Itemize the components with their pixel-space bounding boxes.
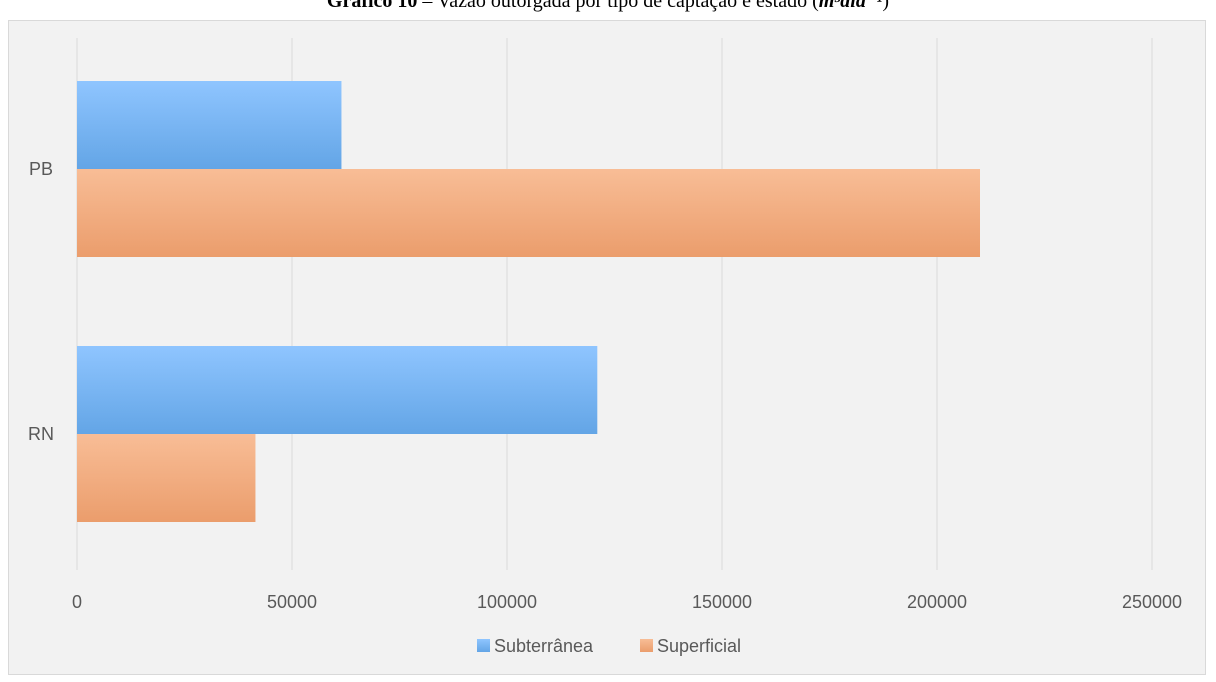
caption-unit: m³dia⁻¹: [818, 0, 883, 12]
bar-pb-subterranea: [77, 81, 342, 169]
legend: Subterrânea Superficial: [477, 636, 741, 656]
caption-prefix: Gráfico 10: [326, 0, 418, 12]
caption-text: – Vazão outorgada por tipo de captação e…: [417, 0, 819, 12]
chart-caption: Gráfico 10 – Vazão outorgada por tipo de…: [0, 0, 1216, 13]
category-label: PB: [29, 159, 53, 179]
legend-label: Superficial: [657, 636, 741, 656]
x-tick-label: 50000: [267, 592, 317, 612]
x-tick-label: 100000: [477, 592, 537, 612]
x-tick-label: 0: [72, 592, 82, 612]
bar-rn-subterranea: [77, 346, 598, 434]
bar-pb-superficial: [77, 169, 980, 257]
category-label: RN: [28, 424, 54, 444]
bars: [77, 81, 980, 522]
x-tick-label: 200000: [907, 592, 967, 612]
legend-swatch: [640, 639, 653, 652]
legend-swatch: [477, 639, 490, 652]
caption-suffix: ): [882, 0, 890, 12]
legend-label: Subterrânea: [494, 636, 594, 656]
x-tick-label: 150000: [692, 592, 752, 612]
bar-rn-superficial: [77, 434, 256, 522]
x-axis-ticks: 0 50000 100000 150000 200000 250000: [72, 592, 1182, 612]
y-axis-categories: PB RN: [28, 159, 54, 444]
x-tick-label: 250000: [1122, 592, 1182, 612]
